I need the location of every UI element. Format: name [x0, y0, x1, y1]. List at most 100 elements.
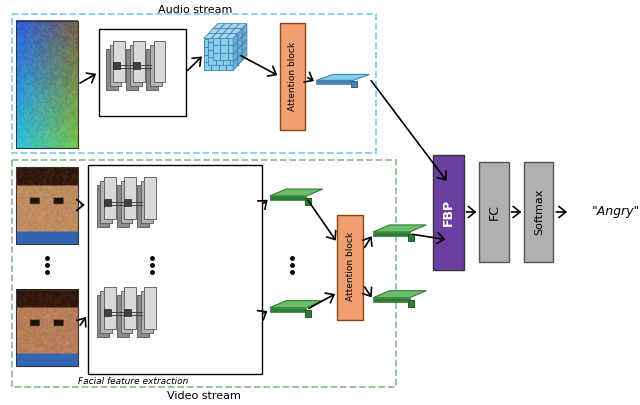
Bar	[137, 295, 149, 337]
Bar	[154, 40, 165, 82]
Bar	[305, 310, 311, 317]
Bar	[113, 62, 120, 70]
Polygon shape	[373, 291, 426, 298]
Bar	[211, 55, 218, 62]
Bar	[235, 53, 243, 60]
Bar	[88, 165, 262, 374]
Bar	[204, 47, 211, 55]
Bar	[209, 58, 216, 66]
Polygon shape	[269, 308, 307, 311]
Bar	[216, 42, 223, 49]
Bar	[228, 29, 235, 36]
Bar	[120, 181, 132, 223]
Bar	[104, 177, 116, 219]
Bar	[218, 55, 226, 62]
Bar	[218, 62, 226, 70]
Polygon shape	[223, 29, 235, 34]
Text: Softmax: Softmax	[534, 189, 544, 235]
Bar	[230, 58, 237, 66]
Bar	[100, 291, 113, 333]
Bar	[117, 185, 129, 227]
Bar	[479, 162, 509, 262]
Bar	[337, 215, 363, 320]
Text: Video stream: Video stream	[167, 391, 241, 401]
Polygon shape	[373, 232, 410, 236]
Bar	[133, 40, 145, 82]
Bar	[220, 45, 228, 53]
Polygon shape	[373, 225, 426, 232]
Bar	[408, 234, 414, 241]
Polygon shape	[237, 36, 243, 49]
Bar	[223, 34, 230, 42]
Bar	[220, 36, 228, 45]
Bar	[117, 295, 129, 337]
Bar	[124, 177, 136, 219]
Bar	[145, 177, 156, 219]
Bar	[216, 49, 223, 58]
Bar	[109, 45, 122, 86]
Text: "Angry": "Angry"	[592, 205, 640, 218]
Bar	[145, 287, 156, 328]
Bar	[211, 62, 218, 70]
Polygon shape	[243, 47, 247, 60]
Bar	[228, 36, 235, 45]
Polygon shape	[220, 23, 232, 29]
Bar	[230, 42, 237, 49]
Text: Attention block: Attention block	[288, 42, 297, 111]
Polygon shape	[233, 34, 237, 47]
Bar	[99, 29, 186, 116]
Polygon shape	[233, 42, 237, 55]
Bar	[226, 38, 233, 47]
Bar	[213, 29, 220, 36]
Bar	[16, 21, 77, 148]
Bar	[126, 49, 138, 90]
Polygon shape	[235, 23, 247, 29]
Bar	[204, 62, 211, 70]
Bar	[230, 49, 237, 58]
Text: Facial feature extraction: Facial feature extraction	[78, 377, 189, 386]
Bar	[100, 181, 113, 223]
Bar	[133, 62, 140, 70]
Bar	[16, 290, 79, 367]
Bar	[104, 199, 111, 206]
Bar	[104, 309, 111, 315]
Bar	[124, 199, 131, 206]
Text: FC: FC	[488, 204, 500, 220]
Bar	[218, 47, 226, 55]
Bar	[137, 185, 149, 227]
Bar	[235, 45, 243, 53]
Bar	[524, 162, 554, 262]
Bar	[213, 53, 220, 60]
Polygon shape	[269, 301, 323, 308]
Polygon shape	[243, 32, 247, 45]
Polygon shape	[213, 23, 225, 29]
Polygon shape	[233, 49, 237, 62]
Bar	[12, 160, 396, 387]
Bar	[113, 40, 125, 82]
Polygon shape	[316, 75, 369, 81]
Bar	[351, 81, 356, 87]
Bar	[12, 14, 376, 153]
Bar	[223, 42, 230, 49]
Polygon shape	[373, 298, 410, 302]
Bar	[226, 62, 233, 70]
Bar	[97, 295, 109, 337]
Bar	[218, 38, 226, 47]
Bar	[16, 167, 79, 244]
Polygon shape	[269, 196, 307, 200]
Polygon shape	[211, 34, 223, 38]
Polygon shape	[226, 34, 237, 38]
Bar	[209, 42, 216, 49]
Polygon shape	[243, 40, 247, 53]
Bar	[305, 198, 311, 205]
Polygon shape	[230, 29, 243, 34]
Polygon shape	[316, 81, 353, 84]
Polygon shape	[204, 34, 216, 38]
Bar	[141, 181, 152, 223]
Bar	[235, 29, 243, 36]
Bar	[220, 53, 228, 60]
Polygon shape	[233, 58, 237, 70]
Bar	[216, 58, 223, 66]
Bar	[130, 45, 141, 86]
Bar	[223, 58, 230, 66]
